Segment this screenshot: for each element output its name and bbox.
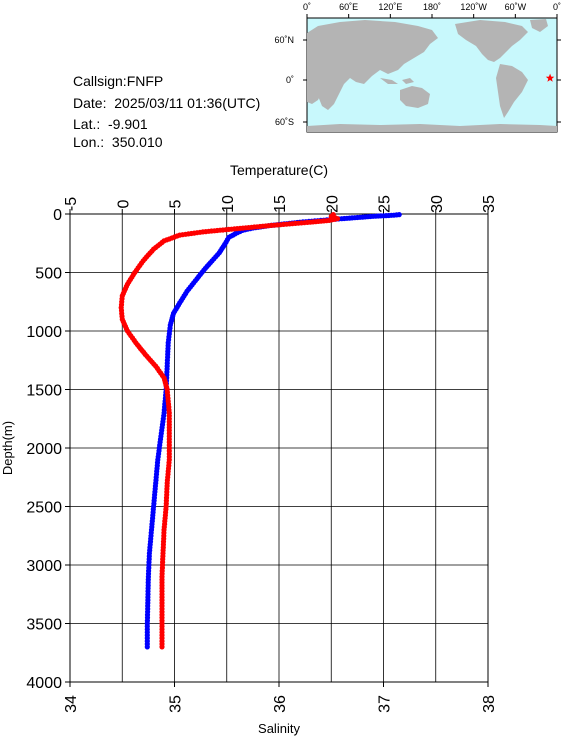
- map-longitude-label: 0˚: [303, 2, 311, 12]
- depth-axis-ticks: 0 500 1000 1500 2000 2500 3000 3500 4000: [26, 207, 70, 692]
- map-longitude-label: 60˚W: [505, 2, 527, 12]
- temperature-tick-label: 30: [429, 195, 446, 213]
- temperature-axis-title: Temperature(C): [230, 162, 328, 178]
- map-latitude-label: 0˚: [286, 75, 294, 85]
- location-map: 0˚ 60˚E 120˚E 180˚ 120˚W 60˚W 0˚ 60˚N 0˚ 60˚S: [274, 2, 561, 133]
- map-latitude-label: 60˚S: [275, 117, 294, 127]
- map-landmass-antarctica: [307, 124, 557, 132]
- temperature-tick-label: -5: [63, 197, 80, 211]
- map-landmass-south-america: [496, 64, 528, 118]
- salinity-series: [118, 212, 341, 650]
- callsign-text: Callsign:FNFP: [73, 73, 164, 89]
- temperature-tick-label: 20: [324, 195, 341, 213]
- map-landmass-indonesia: [380, 78, 414, 84]
- depth-tick-label: 1000: [26, 324, 62, 341]
- temperature-tick-label: 25: [377, 195, 394, 213]
- depth-tick-label: 3500: [26, 617, 62, 634]
- depth-tick-label: 2000: [26, 441, 62, 458]
- chart-grid: [69, 213, 489, 683]
- map-latitude-label: 60˚N: [274, 35, 294, 45]
- salinity-point: [159, 644, 165, 650]
- map-longitude-label: 120˚W: [460, 2, 487, 12]
- plot-frame: [69, 213, 489, 683]
- map-landmass-north-america: [455, 20, 528, 62]
- map-longitude-labels: 0˚ 60˚E 120˚E 180˚ 120˚W 60˚W 0˚: [303, 2, 561, 18]
- map-longitude-label: 0˚: [553, 2, 561, 12]
- salinity-axis-title: Salinity: [258, 721, 300, 736]
- salinity-tick-label: 37: [377, 695, 394, 713]
- map-longitude-label: 180˚: [423, 2, 441, 12]
- map-landmass-greenland: [530, 19, 548, 32]
- temperature-tick-label: 15: [272, 195, 289, 213]
- temperature-tick-label: 0: [115, 199, 132, 208]
- map-landmass-australia: [400, 86, 430, 108]
- map-longitude-label: 120˚E: [378, 2, 402, 12]
- date-text: Date: 2025/03/11 01:36(UTC): [73, 95, 261, 111]
- map-longitude-label: 60˚E: [339, 2, 358, 12]
- map-landmass-africa: [307, 64, 326, 104]
- depth-axis-title: Depth(m): [0, 421, 15, 475]
- temperature-series: [144, 212, 402, 650]
- map-land: [307, 19, 557, 132]
- longitude-text: Lon.: 350.010: [73, 134, 163, 150]
- depth-tick-label: 2500: [26, 500, 62, 517]
- salinity-tick-label: 35: [168, 695, 185, 713]
- latitude-text: Lat.: -9.901: [73, 116, 148, 132]
- depth-tick-label: 4000: [26, 675, 62, 692]
- station-location-star-icon: [545, 73, 555, 82]
- depth-tick-label: 3000: [26, 558, 62, 575]
- temperature-tick-label: 5: [168, 199, 185, 208]
- salinity-axis-ticks: 34 35 36 37 38: [63, 682, 498, 713]
- temperature-tick-label: 35: [481, 195, 498, 213]
- salinity-tick-label: 38: [481, 695, 498, 713]
- series-layer: [118, 212, 402, 650]
- depth-tick-label: 0: [53, 207, 62, 224]
- temperature-axis-ticks: -5 0 5 10 15 20 25 30 35: [63, 195, 498, 214]
- temperature-tick-label: 10: [220, 195, 237, 213]
- depth-tick-label: 500: [35, 266, 62, 283]
- map-landmass-eurasia: [307, 20, 438, 110]
- temperature-point: [144, 644, 150, 650]
- salinity-tick-label: 36: [272, 695, 289, 713]
- depth-tick-label: 1500: [26, 383, 62, 400]
- map-latitude-labels: 60˚N 0˚ 60˚S: [274, 35, 561, 127]
- salinity-tick-label: 34: [63, 695, 80, 713]
